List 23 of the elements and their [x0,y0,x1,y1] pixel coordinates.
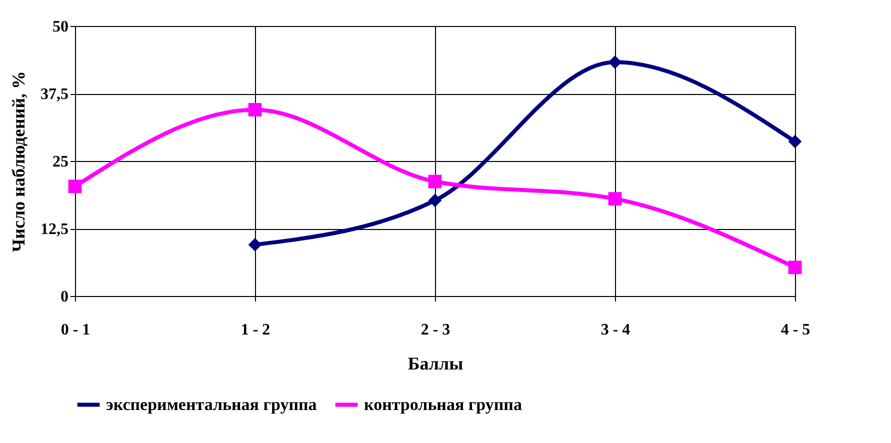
point [788,134,802,148]
legend-label: экспериментальная группа [106,394,318,414]
point [68,180,82,194]
y-tick-label: 12,5 [40,221,68,238]
x-tick-label: 3 - 4 [600,322,630,338]
y-tick-label: 50 [52,18,68,36]
point [248,102,262,116]
x-axis-title: Баллы [408,354,464,374]
y-tick-label: 0 [60,288,68,306]
y-axis-title: Число наблюдений, % [8,70,28,252]
point [248,238,262,252]
x-tick-label: 1 - 2 [240,322,270,338]
y-tick-label: 37,5 [40,86,68,103]
x-tick-label: 2 - 3 [420,322,450,338]
x-tick-label: 4 - 5 [780,322,810,338]
point [608,192,622,206]
legend-label: контрольная группа [364,394,522,414]
y-tick-label: 25 [52,154,68,170]
point [428,174,442,188]
x-tick-label: 0 - 1 [60,322,90,338]
point [428,194,442,208]
point [788,260,802,274]
point [608,55,622,69]
